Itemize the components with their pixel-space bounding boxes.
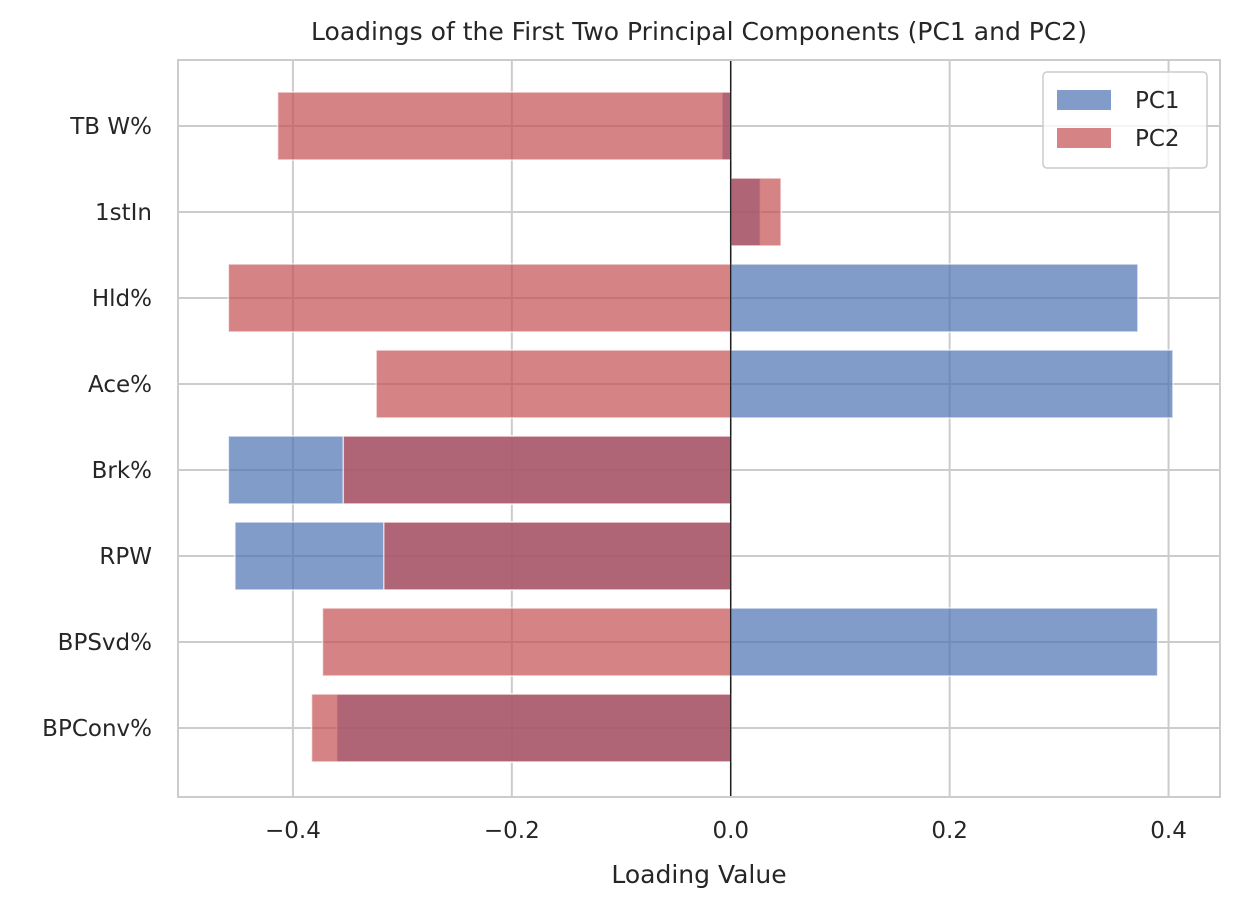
y-tick-labels: TB W% 1stIn Hld% Ace% Brk% RPW BPSvd% BPConv% — [42, 114, 152, 742]
bar-pc2-tb-w — [276, 91, 732, 161]
bar-pc2-hld — [227, 263, 732, 333]
y-tick-label: RPW — [99, 544, 152, 570]
y-tick-label: Hld% — [92, 286, 152, 312]
legend-box — [1042, 71, 1208, 169]
legend-label-pc1: PC1 — [1135, 88, 1180, 114]
y-tick-label: 1stIn — [95, 200, 152, 226]
x-tick-label: 0.4 — [1150, 818, 1187, 844]
bar-pc2-brk — [342, 435, 732, 505]
legend-swatch-pc1 — [1057, 90, 1111, 110]
bar-pc2-ace — [375, 349, 732, 419]
bar-pc2-bpsvd — [321, 607, 732, 677]
bar-pc2-rpw — [383, 521, 732, 591]
bar-pc1-bpsvd — [729, 607, 1159, 677]
bar-pc2-1stin — [729, 177, 782, 247]
x-tick-labels: −0.4 −0.2 0.0 0.2 0.4 — [265, 818, 1187, 844]
legend-swatch-pc2 — [1057, 128, 1111, 148]
bar-pc1-hld — [729, 263, 1139, 333]
y-tick-label: BPSvd% — [58, 630, 152, 656]
plot-frame — [177, 59, 1221, 798]
y-tick-label: Brk% — [92, 458, 152, 484]
plot-area — [178, 60, 1220, 797]
y-tick-label: BPConv% — [42, 716, 152, 742]
x-tick-label: 0.2 — [931, 818, 968, 844]
x-tick-label: −0.4 — [265, 818, 321, 844]
bar-pc1-ace — [729, 349, 1174, 419]
legend-label-pc2: PC2 — [1135, 126, 1180, 152]
chart-title: Loadings of the First Two Principal Comp… — [311, 17, 1087, 46]
x-tick-label: −0.2 — [484, 818, 540, 844]
x-axis-label: Loading Value — [611, 860, 786, 889]
x-tick-label: 0.0 — [712, 818, 749, 844]
y-tick-label: TB W% — [69, 114, 152, 140]
y-tick-label: Ace% — [88, 372, 152, 398]
bar-pc2-bpconv — [310, 693, 732, 763]
bars — [227, 91, 1174, 763]
